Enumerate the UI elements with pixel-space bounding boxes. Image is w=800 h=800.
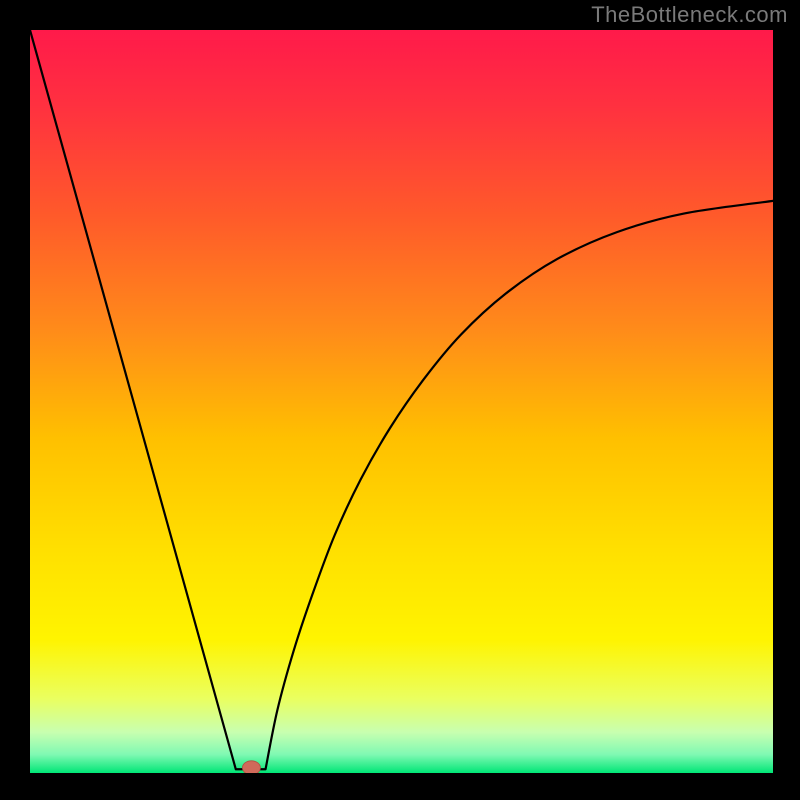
watermark-text: TheBottleneck.com bbox=[591, 2, 788, 28]
bottleneck-chart bbox=[0, 0, 800, 800]
chart-stage: TheBottleneck.com bbox=[0, 0, 800, 800]
current-point-marker bbox=[242, 761, 260, 775]
plot-background bbox=[30, 30, 773, 773]
